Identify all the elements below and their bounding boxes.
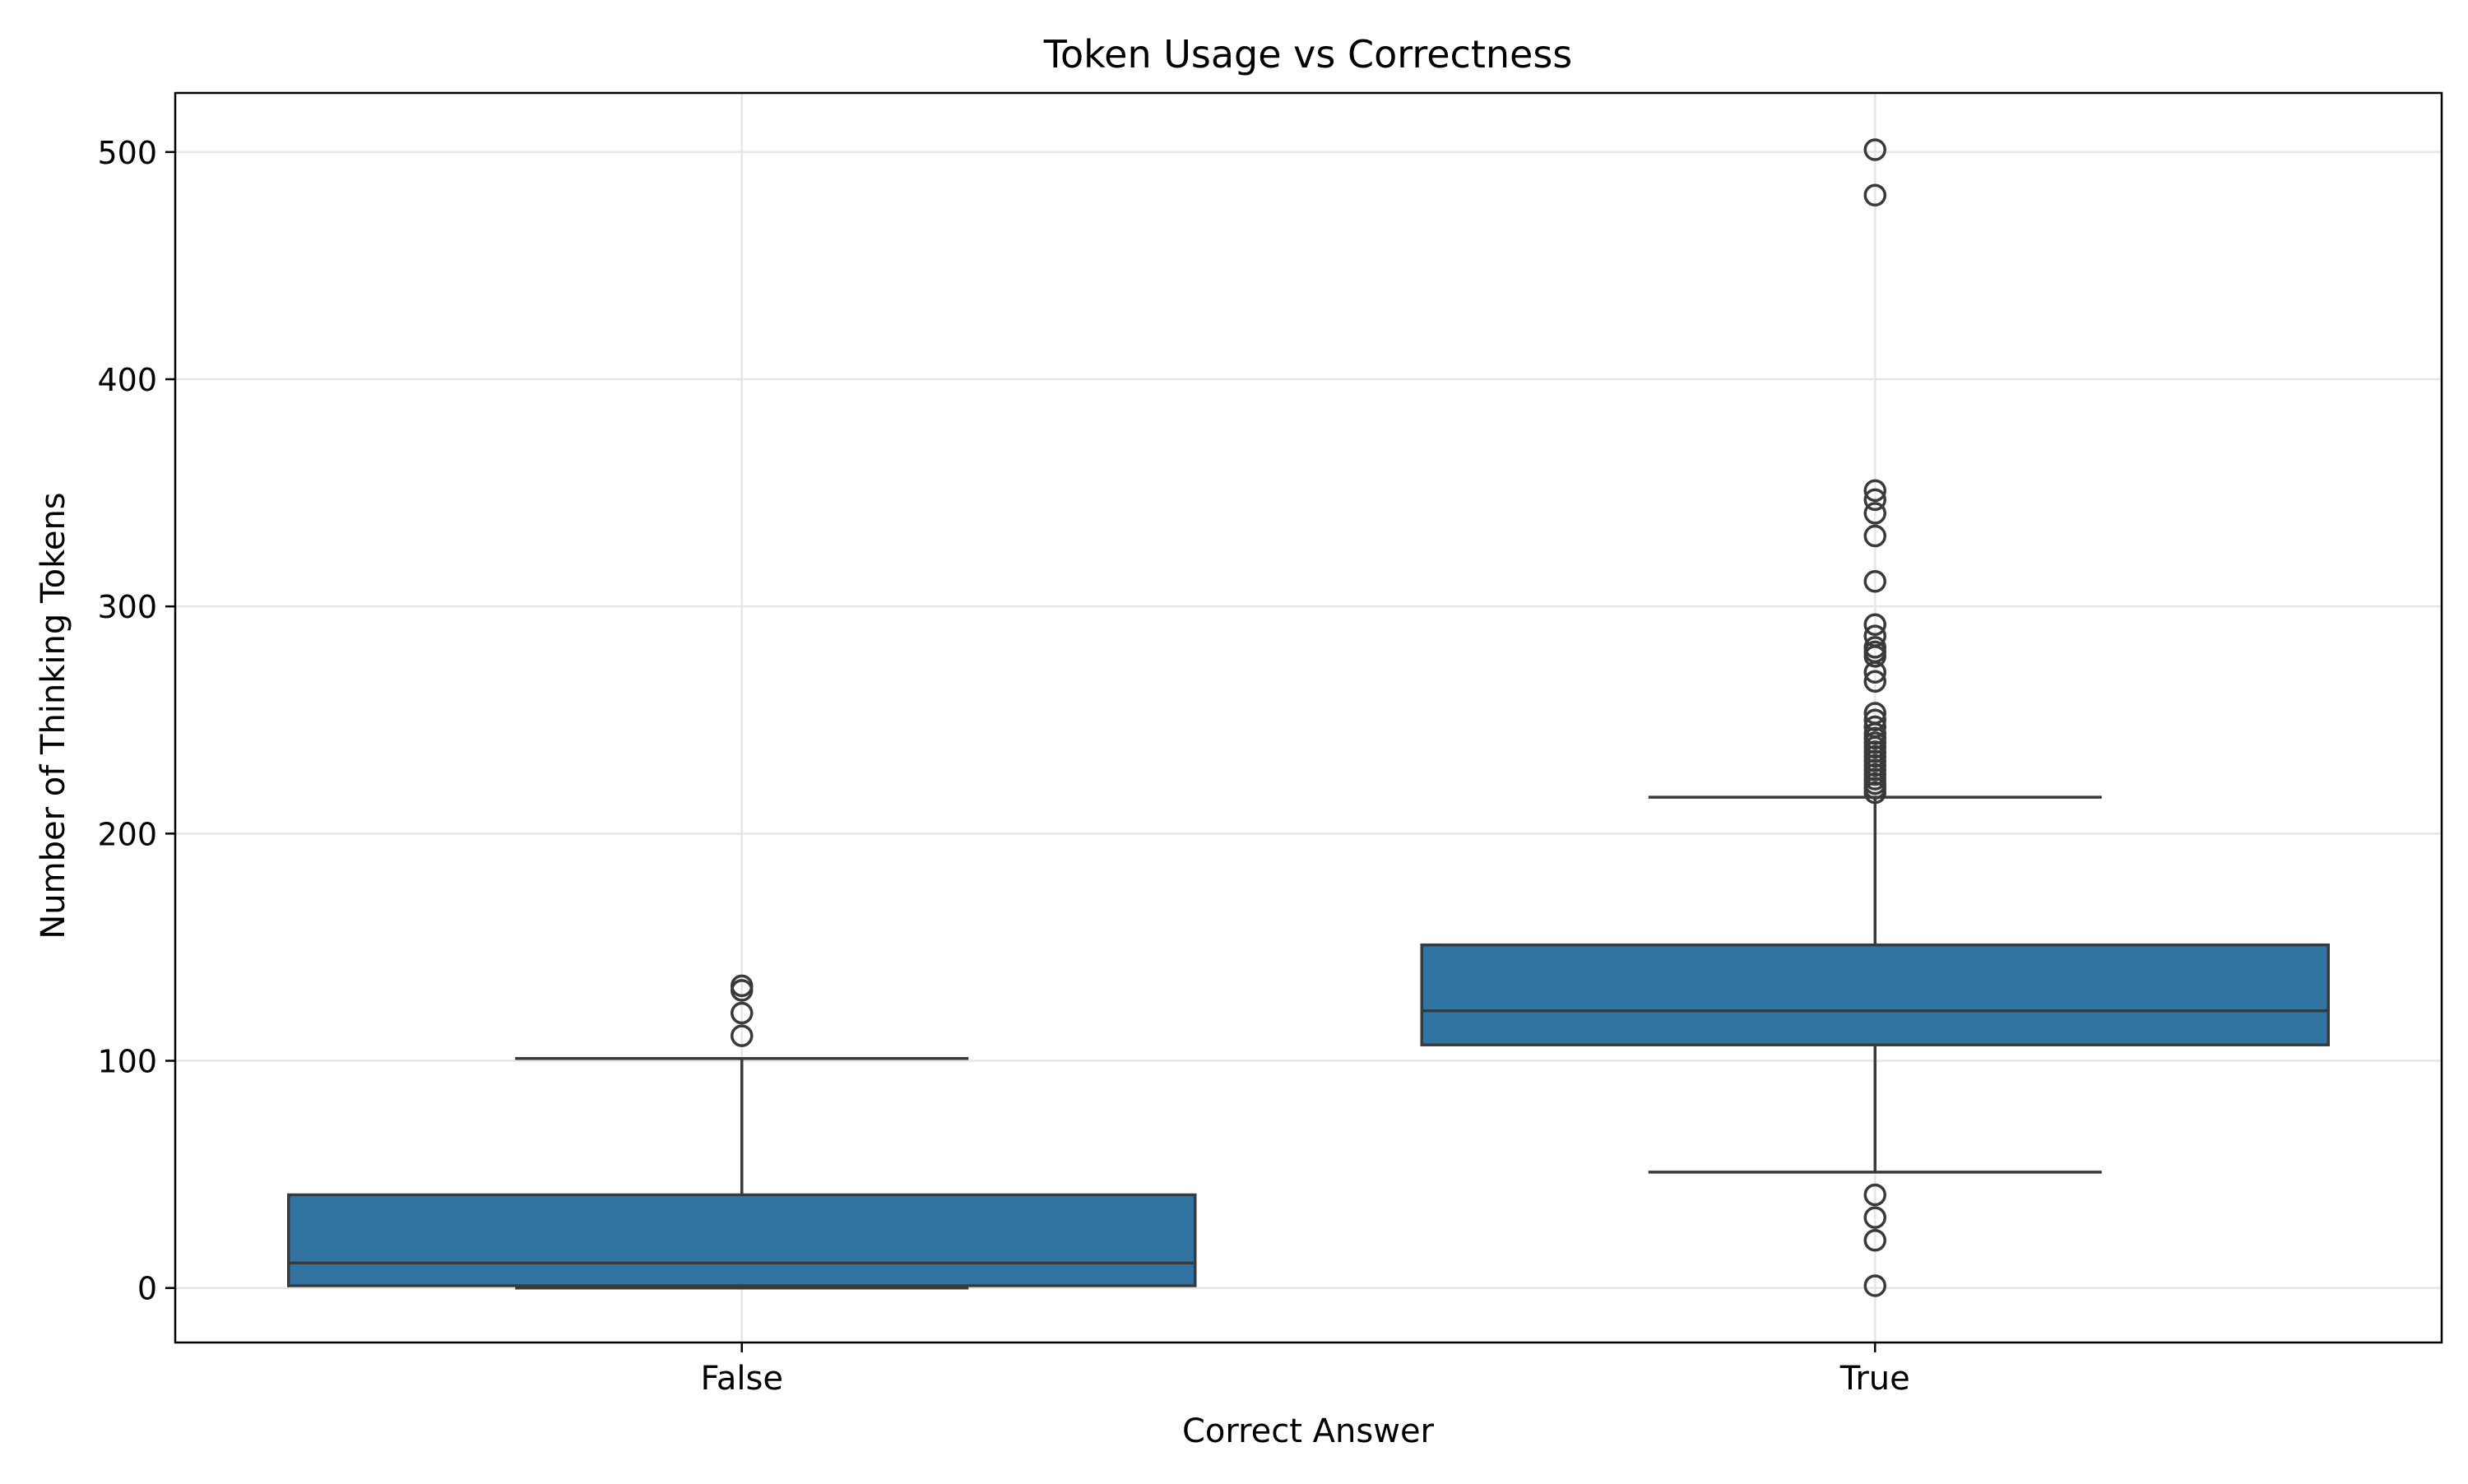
outlier-point: [731, 974, 754, 998]
box-layer: [287, 138, 2330, 1297]
outlier-point: [1863, 502, 1886, 525]
outlier-point: [1863, 670, 1886, 693]
outlier-point: [731, 1001, 754, 1025]
x-axis-label: Correct Answer: [1182, 1412, 1435, 1450]
outlier-point: [1863, 624, 1886, 647]
y-tick-label: 200: [97, 816, 157, 852]
x-tick-label: True: [1839, 1360, 1910, 1398]
outlier-point: [1863, 708, 1886, 732]
iqr-box: [287, 1193, 1197, 1287]
y-tick-label: 100: [97, 1044, 157, 1080]
y-axis-label: Number of Thinking Tokens: [35, 492, 72, 939]
outlier-point: [1863, 1274, 1886, 1297]
outlier-point: [1863, 524, 1886, 548]
x-tick-label: False: [701, 1360, 783, 1398]
outlier-point: [1863, 1183, 1886, 1207]
iqr-box: [1420, 943, 2330, 1046]
y-tick-label: 300: [97, 589, 157, 625]
outlier-point: [1863, 488, 1886, 512]
y-tick-label: 0: [137, 1271, 157, 1307]
outlier-point: [1863, 479, 1886, 503]
outlier-point: [1863, 636, 1886, 659]
outlier-point: [1863, 702, 1886, 725]
axes-frame: [174, 91, 2443, 1344]
outlier-point: [1863, 1206, 1886, 1229]
y-tick-label: 400: [97, 362, 157, 398]
grid-layer: [175, 93, 2442, 1343]
outlier-point: [1863, 1228, 1886, 1252]
outlier-point: [1863, 570, 1886, 593]
outlier-point: [1863, 613, 1886, 637]
outlier-point: [1863, 715, 1886, 739]
outlier-point: [731, 1024, 754, 1047]
axis-layer: 0 100 200 300 400 500 False True: [97, 91, 2443, 1398]
outlier-point: [1863, 138, 1886, 161]
y-tick-label: 500: [97, 135, 157, 171]
chart-title: Token Usage vs Correctness: [1043, 32, 1573, 77]
outlier-point: [1863, 183, 1886, 207]
